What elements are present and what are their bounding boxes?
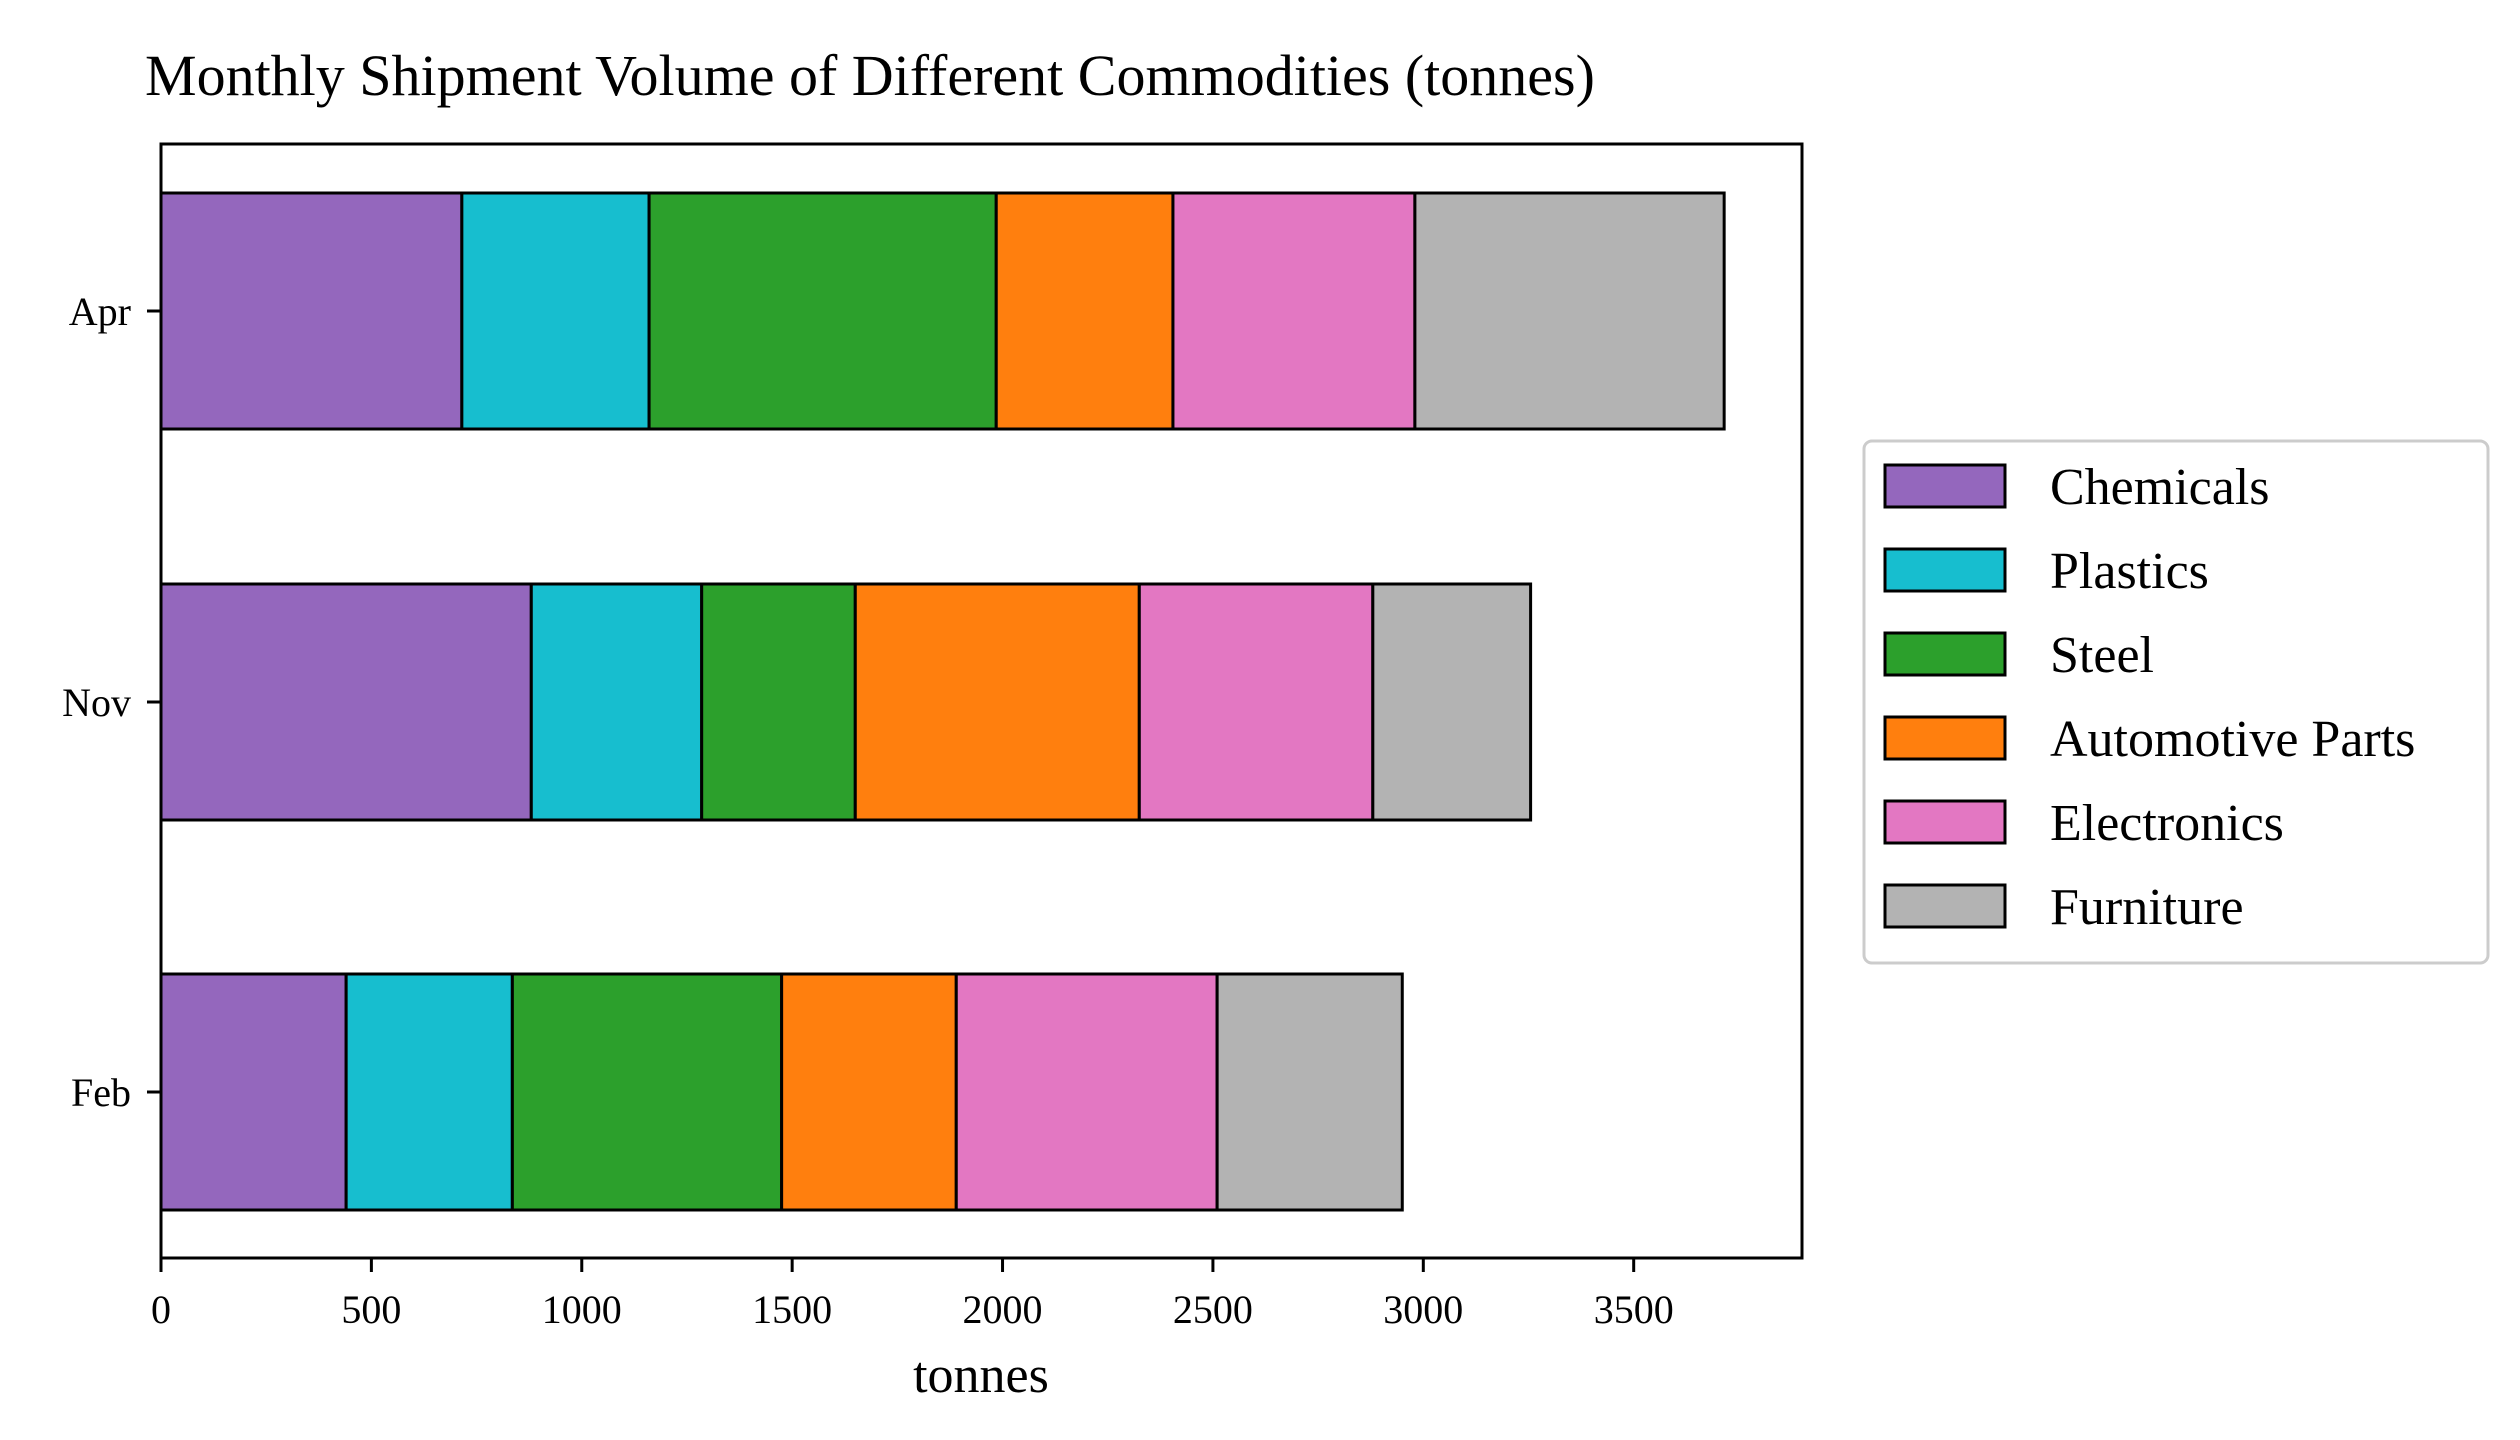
legend-label: Steel [2050, 627, 2154, 684]
bar-apr-plastics [460, 191, 651, 431]
bar-nov-furniture [1371, 582, 1533, 822]
legend-swatch [1883, 631, 2007, 677]
chart-title: Monthly Shipment Volume of Different Com… [145, 43, 1595, 108]
bar-feb-electronics [954, 972, 1219, 1212]
legend-swatch [1883, 547, 2007, 593]
bar-nov-steel [700, 582, 857, 822]
bar-nov-electronics [1137, 582, 1375, 822]
x-tick-label: 3500 [1594, 1287, 1674, 1332]
bar-apr-steel [647, 191, 998, 431]
x-tick-label: 2000 [963, 1287, 1043, 1332]
bar-apr-automotive-parts [994, 191, 1175, 431]
x-tick-label: 500 [341, 1287, 401, 1332]
bar-apr-electronics [1171, 191, 1417, 431]
legend-label: Chemicals [2050, 459, 2270, 516]
bars-layer [159, 191, 1726, 1212]
y-axis: Apr Nov Feb [62, 289, 161, 1115]
bar-feb-chemicals [159, 972, 348, 1212]
legend-items: Chemicals Plastics Steel Automotive Parts El… [1883, 459, 2415, 936]
bar-feb-plastics [344, 972, 514, 1212]
legend-swatch [1883, 799, 2007, 845]
bar-nov-plastics [529, 582, 704, 822]
legend-swatch [1883, 715, 2007, 761]
legend: Chemicals Plastics Steel Automotive Parts El… [1862, 439, 2490, 965]
x-axis-label: tonnes [913, 1347, 1049, 1404]
y-tick-label: Apr [69, 289, 131, 334]
x-axis: 0 500 1000 1500 2000 2500 3000 3500 [151, 1258, 1674, 1332]
bar-apr-furniture [1413, 191, 1726, 431]
legend-label: Furniture [2050, 879, 2244, 936]
bar-feb-furniture [1215, 972, 1404, 1212]
legend-swatch [1883, 883, 2007, 929]
legend-label: Plastics [2050, 543, 2209, 600]
bar-feb-steel [510, 972, 784, 1212]
x-tick-label: 1500 [752, 1287, 832, 1332]
bar-feb-automotive-parts [780, 972, 958, 1212]
y-tick-label: Nov [62, 680, 131, 725]
bar-nov-chemicals [159, 582, 533, 822]
legend-frame [1862, 439, 2490, 965]
x-tick-label: 3000 [1383, 1287, 1463, 1332]
x-tick-label: 0 [151, 1287, 171, 1332]
bar-apr-chemicals [159, 191, 464, 431]
bar-nov-automotive-parts [853, 582, 1141, 822]
x-tick-label: 2500 [1173, 1287, 1253, 1332]
x-tick-label: 1000 [542, 1287, 622, 1332]
legend-swatch [1883, 463, 2007, 509]
legend-label: Electronics [2050, 795, 2284, 852]
y-tick-label: Feb [71, 1070, 131, 1115]
legend-label: Automotive Parts [2050, 711, 2415, 768]
